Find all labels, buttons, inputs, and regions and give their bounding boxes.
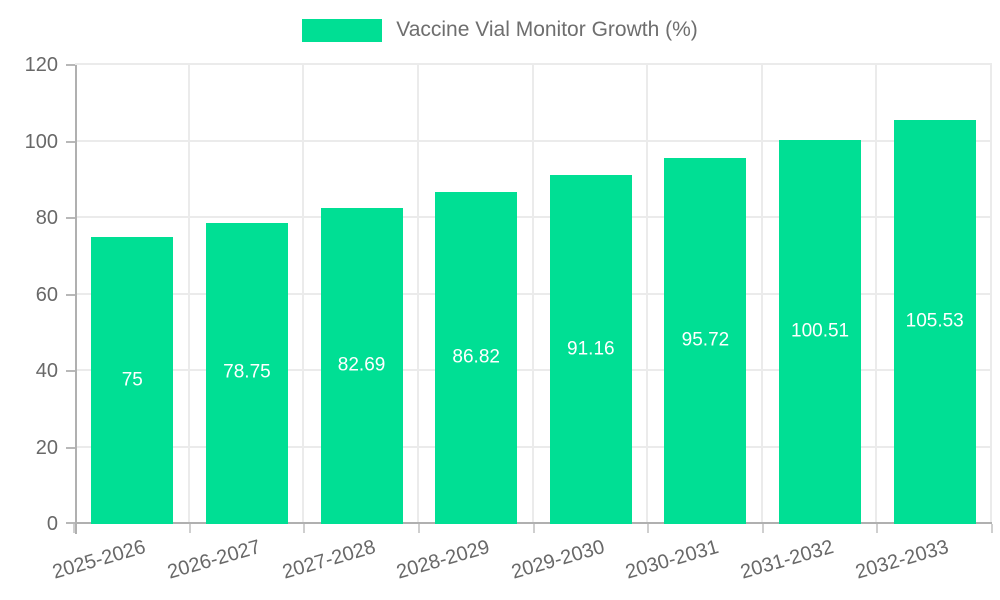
legend-swatch-icon	[302, 18, 383, 42]
bar[interactable]: 86.82	[435, 191, 518, 524]
bar-value-label: 75	[121, 369, 143, 391]
gridline	[416, 65, 419, 524]
y-axis-tick-label: 120	[24, 54, 58, 76]
y-axis-tick-label: 0	[46, 513, 58, 535]
bar-value-label: 95.72	[681, 329, 730, 351]
x-tick	[532, 524, 535, 533]
x-tick	[303, 524, 306, 533]
bar-value-label: 100.51	[791, 320, 850, 342]
bar[interactable]: 78.75	[205, 222, 288, 524]
y-tick	[66, 293, 75, 296]
bar[interactable]: 91.16	[549, 175, 632, 524]
y-axis-tick-label: 80	[35, 207, 58, 229]
x-tick	[647, 524, 650, 533]
x-tick	[876, 524, 879, 533]
bar-value-label: 91.16	[567, 338, 615, 360]
gridline	[75, 63, 992, 65]
gridline	[302, 65, 305, 524]
x-tick	[417, 524, 420, 533]
gridline	[75, 216, 992, 218]
y-axis-tick-label: 60	[35, 283, 58, 306]
y-tick	[66, 522, 75, 524]
gridline	[75, 369, 992, 371]
gridline	[646, 65, 649, 524]
x-axis-line	[73, 522, 992, 524]
y-tick	[66, 140, 75, 143]
legend-label: Vaccine Vial Monitor Growth (%)	[396, 18, 698, 41]
bar-value-label: 86.82	[452, 346, 500, 368]
gridline	[75, 292, 992, 295]
x-tick	[188, 524, 191, 533]
bar-value-label: 105.53	[905, 310, 964, 332]
gridline	[531, 65, 534, 524]
y-axis-tick-label: 20	[35, 436, 58, 459]
x-tick	[73, 524, 75, 533]
bar-value-label: 78.75	[223, 361, 271, 383]
gridline	[990, 65, 992, 524]
bar-value-label: 82.69	[337, 354, 386, 376]
gridline	[187, 65, 190, 524]
y-tick	[66, 64, 75, 66]
y-axis-tick-label: 100	[24, 130, 58, 153]
bar[interactable]: 100.51	[779, 139, 862, 524]
gridline	[75, 139, 992, 142]
plot-area: 75 78.75 82.69 86.82 91.16 95.72 100.51 105.53	[66, 63, 993, 534]
legend-item[interactable]: Vaccine Vial Monitor Growth (%)	[0, 18, 1000, 42]
x-tick	[991, 524, 993, 533]
gridline	[75, 445, 992, 448]
y-tick	[66, 370, 75, 372]
bar[interactable]: 82.69	[320, 207, 403, 524]
y-axis-tick-label: 40	[35, 360, 58, 382]
bar[interactable]: 95.72	[664, 157, 747, 524]
gridline	[760, 65, 763, 524]
y-tick	[66, 217, 75, 219]
bar[interactable]: 105.53	[893, 120, 976, 524]
y-tick	[66, 446, 75, 449]
gridline	[875, 65, 878, 524]
bar[interactable]: 75	[91, 237, 174, 524]
x-tick	[761, 524, 764, 533]
y-axis-line	[75, 65, 77, 534]
